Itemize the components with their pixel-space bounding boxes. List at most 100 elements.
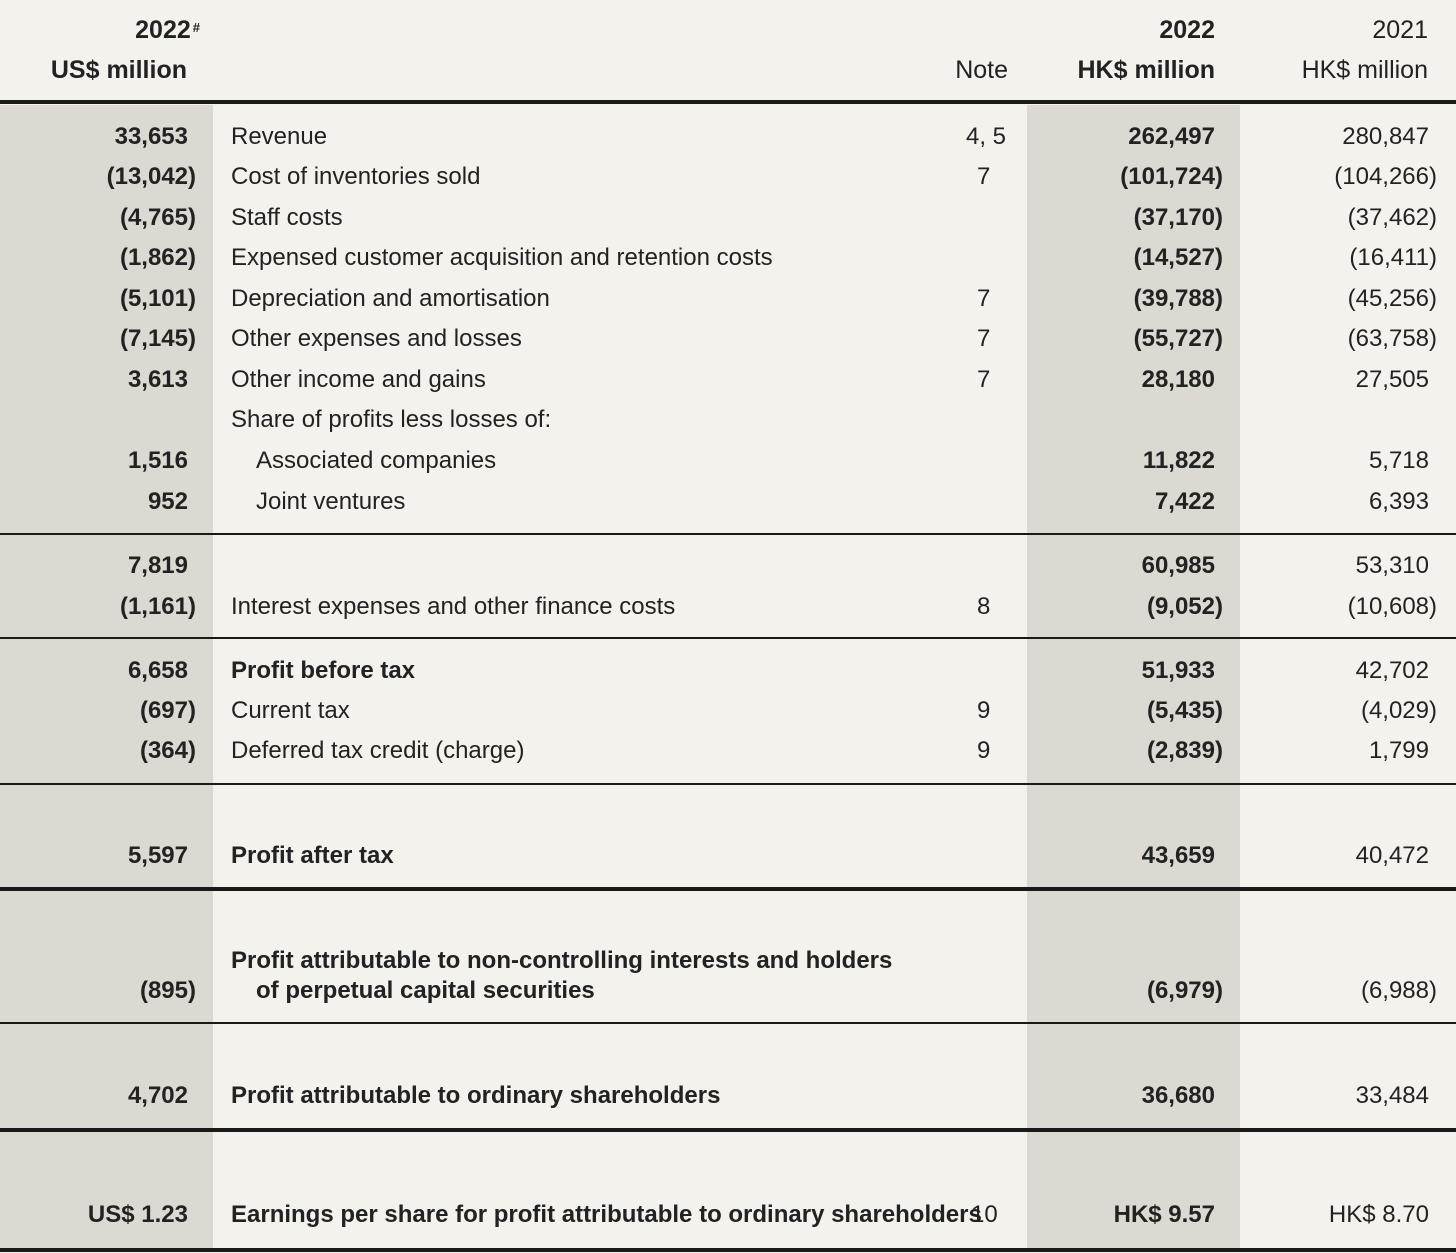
hk-2021-value: 40,472: [1355, 842, 1429, 869]
usd-value: 1,516: [127, 447, 188, 474]
usd-column-shade: [0, 105, 213, 1248]
hk-2022-value: 43,659: [1141, 842, 1215, 869]
row-subheading: Share of profits less losses of:: [231, 406, 552, 433]
hk-2022-value: (2,839): [1146, 737, 1223, 764]
usd-value: (1,862): [119, 244, 196, 271]
note-ref: 7: [977, 325, 991, 352]
usd-value: 6,658: [127, 657, 188, 684]
usd-value: (7,145): [119, 325, 196, 352]
hk2022-column-shade: [1027, 105, 1240, 1248]
row-label: Joint ventures: [256, 488, 406, 515]
hk-2022-value: (55,727): [1133, 325, 1223, 352]
row-label: Associated companies: [256, 447, 497, 474]
usd-value: 33,653: [114, 123, 188, 150]
note-ref: 7: [977, 366, 991, 393]
hk-2022-value: 36,680: [1141, 1082, 1215, 1109]
usd-value: 7,819: [127, 552, 188, 579]
hk-2022-value: (9,052): [1146, 593, 1223, 620]
row-label: Staff costs: [231, 204, 343, 231]
row-label-continued: of perpetual capital securities: [256, 977, 595, 1004]
note-ref: 9: [977, 697, 991, 724]
hk-2021-value: (45,256): [1347, 285, 1437, 312]
row-label: Profit after tax: [231, 842, 394, 869]
hk-2022-value: (39,788): [1133, 285, 1223, 312]
hk-2022-value: (6,979): [1146, 977, 1223, 1004]
usd-value: (364): [139, 737, 196, 764]
header-rule: [0, 100, 1456, 104]
hk-2022-value: 7,422: [1154, 488, 1215, 515]
hk-2021-value: 6,393: [1368, 488, 1429, 515]
hk-2022-value: 51,933: [1141, 657, 1215, 684]
hk-2022-value: (101,724): [1120, 163, 1223, 190]
hk-2022-value: (14,527): [1133, 244, 1223, 271]
header-hk-year: 2022: [1159, 16, 1215, 44]
note-ref: 10: [971, 1201, 998, 1228]
usd-value: (1,161): [119, 593, 196, 620]
usd-value: 3,613: [127, 366, 188, 393]
divider-rule: [0, 1128, 1456, 1132]
note-ref: 8: [977, 593, 991, 620]
hk-2021-value: 27,505: [1355, 366, 1429, 393]
divider-rule: [0, 887, 1456, 891]
usd-value: 4,702: [127, 1082, 188, 1109]
hk-2021-value: 5,718: [1368, 447, 1429, 474]
row-label: Earnings per share for profit attributab…: [231, 1201, 982, 1228]
usd-value: 952: [147, 488, 188, 515]
divider-rule: [0, 637, 1456, 639]
header-hk-unit: HK$ million: [1077, 56, 1215, 84]
hk-2021-value: 280,847: [1342, 123, 1429, 150]
hk-2021-value: 53,310: [1355, 552, 1429, 579]
hk-2022-value: (37,170): [1133, 204, 1223, 231]
hk-2021-value: (6,988): [1360, 977, 1437, 1004]
hk-2021-value: 42,702: [1355, 657, 1429, 684]
hk-2022-value: 60,985: [1141, 552, 1215, 579]
hk-2021-value: 33,484: [1355, 1082, 1429, 1109]
usd-value: (895): [139, 977, 196, 1004]
note-ref: 7: [977, 163, 991, 190]
divider-rule: [0, 783, 1456, 785]
usd-value: (4,765): [119, 204, 196, 231]
hk-2022-value: 11,822: [1142, 447, 1215, 474]
row-label: Cost of inventories sold: [231, 163, 481, 190]
note-ref: 7: [977, 285, 991, 312]
usd-value: (13,042): [106, 163, 196, 190]
usd-value: (5,101): [119, 285, 196, 312]
hk-2021-value: (4,029): [1360, 697, 1437, 724]
row-label: Current tax: [231, 697, 350, 724]
usd-value: 5,597: [127, 842, 188, 869]
hk-2021-value: (37,462): [1347, 204, 1437, 231]
header-prev-year: 2021: [1372, 16, 1428, 44]
usd-value: (697): [139, 697, 196, 724]
note-ref: 9: [977, 737, 991, 764]
footer-rule: [0, 1248, 1456, 1252]
hk-2021-value: (63,758): [1347, 325, 1437, 352]
row-label: Profit attributable to ordinary sharehol…: [231, 1082, 721, 1109]
header-prev-unit: HK$ million: [1301, 56, 1428, 84]
hk-2021-value: 1,799: [1368, 737, 1429, 764]
header-usd-unit: US$ million: [50, 56, 187, 84]
hk-2021-value: HK$ 8.70: [1328, 1201, 1429, 1228]
row-label: Deferred tax credit (charge): [231, 737, 525, 764]
row-label: Other expenses and losses: [231, 325, 522, 352]
hk-2021-value: (16,411): [1349, 244, 1437, 271]
row-label: Interest expenses and other finance cost…: [231, 593, 676, 620]
usd-value: US$ 1.23: [87, 1201, 188, 1228]
row-label: Profit before tax: [231, 657, 416, 684]
divider-rule: [0, 533, 1456, 535]
row-label: Profit attributable to non-controlling i…: [231, 947, 893, 974]
row-label: Revenue: [231, 123, 328, 150]
row-label: Depreciation and amortisation: [231, 285, 550, 312]
header-usd-year: 2022 #: [135, 16, 200, 44]
hk-2022-value: 28,180: [1141, 366, 1215, 393]
hk-2021-value: (104,266): [1334, 163, 1437, 190]
row-label: Expensed customer acquisition and retent…: [231, 244, 773, 271]
footnote-marker: #: [192, 20, 200, 35]
divider-rule: [0, 1022, 1456, 1024]
row-label: Other income and gains: [231, 366, 486, 393]
note-ref: 4, 5: [966, 123, 1007, 150]
hk-2021-value: (10,608): [1347, 593, 1437, 620]
hk-2022-value: 262,497: [1128, 123, 1215, 150]
hk-2022-value: (5,435): [1146, 697, 1223, 724]
hk-2022-value: HK$ 9.57: [1113, 1201, 1215, 1228]
header-note: Note: [955, 56, 1008, 84]
